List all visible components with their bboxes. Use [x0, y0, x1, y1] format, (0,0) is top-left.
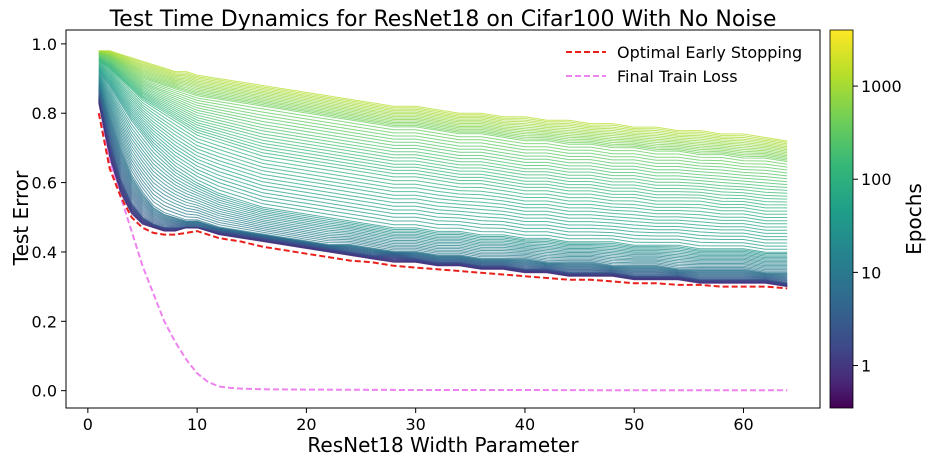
epoch-curve [98, 52, 788, 155]
y-axis-label: Test Error [9, 170, 33, 266]
series-line-optimal-early-stopping [97, 113, 788, 290]
epoch-curve [98, 71, 788, 253]
epoch-curve [98, 56, 788, 183]
colorbar-tick-label: 10 [861, 263, 881, 282]
epoch-curve [98, 78, 788, 264]
epoch-curve [98, 76, 788, 261]
epoch-curve [98, 51, 788, 151]
epoch-curve [98, 75, 788, 260]
epoch-curve [98, 53, 788, 158]
epoch-curve [98, 60, 788, 203]
epoch-curve [98, 52, 788, 154]
epoch-curve [98, 82, 788, 269]
epoch-curve [98, 60, 788, 206]
chart-title: Test Time Dynamics for ResNet18 on Cifar… [109, 7, 777, 32]
legend-label-optimal-early-stopping: Optimal Early Stopping [617, 43, 802, 62]
x-axis-ticks: 0 10 20 30 40 50 60 [83, 408, 754, 434]
epoch-curve [98, 61, 788, 212]
x-tick-label: 20 [296, 415, 316, 434]
epoch-curve [98, 54, 788, 168]
epoch-curve [98, 81, 788, 268]
series-layer [97, 112, 788, 392]
x-tick-label: 60 [733, 415, 753, 434]
y-tick-label: 0.4 [32, 243, 57, 262]
epoch-curve [98, 50, 788, 143]
epoch-curve [98, 58, 788, 191]
epoch-curve [98, 55, 788, 174]
epoch-curve [98, 62, 788, 215]
epoch-curve [98, 54, 788, 165]
x-tick-label: 50 [624, 415, 644, 434]
epoch-curve [98, 53, 788, 163]
colorbar-gradient [829, 29, 854, 409]
epoch-curve [98, 52, 788, 157]
epoch-curve [98, 67, 788, 238]
plot-frame [65, 29, 821, 409]
epoch-curve [98, 56, 788, 180]
epoch-curve [98, 55, 788, 177]
epoch-curve [98, 102, 788, 288]
epoch-curve [98, 50, 788, 145]
epoch-curve [98, 65, 788, 228]
colorbar-tick-label: 1000 [861, 77, 902, 96]
epoch-curve [98, 57, 788, 188]
epoch-curve [98, 84, 788, 272]
epoch-curve [98, 69, 788, 247]
epoch-curve [98, 74, 788, 257]
epoch-curve [98, 53, 788, 161]
epoch-curve [98, 64, 788, 222]
epoch-curve [98, 69, 788, 244]
colorbar-tick-label: 1 [861, 357, 871, 376]
epoch-curve [98, 52, 788, 152]
x-tick-label: 0 [83, 415, 93, 434]
y-tick-label: 0.2 [32, 312, 57, 331]
y-tick-label: 0.8 [32, 104, 57, 123]
epoch-curve [98, 57, 788, 186]
epoch-curve [98, 51, 788, 146]
epoch-curve [98, 53, 788, 160]
epoch-curve [98, 73, 788, 256]
legend-label-final-train-loss: Final Train Loss [617, 67, 738, 86]
y-tick-label: 0.0 [32, 382, 57, 401]
epoch-curve [98, 83, 788, 271]
epoch-curve [98, 61, 788, 209]
epoch-curve [98, 58, 788, 194]
epoch-curve [98, 55, 788, 171]
epoch-curve [98, 80, 788, 267]
colorbar-tick-label: 100 [861, 170, 892, 189]
plot-area [65, 29, 821, 409]
x-tick-label: 30 [406, 415, 426, 434]
epoch-curve [98, 68, 788, 241]
y-tick-label: 0.6 [32, 174, 57, 193]
epoch-curve [98, 85, 788, 273]
series-line-final-train-loss [97, 112, 788, 392]
colorbar: 1 10 100 1000 Epochs [829, 29, 926, 409]
epoch-curve [98, 63, 788, 218]
x-axis-label: ResNet18 Width Parameter [307, 433, 579, 457]
epoch-curve [98, 64, 788, 225]
epoch-curve [98, 75, 788, 259]
epoch-curve [98, 77, 788, 263]
epoch-curve [98, 59, 788, 197]
epoch-curve [98, 50, 788, 142]
colorbar-ticks: 1 10 100 1000 [853, 77, 902, 376]
epoch-curve [98, 72, 788, 254]
epoch-curve [98, 59, 788, 200]
epoch-curve [98, 51, 788, 149]
epoch-curve [98, 70, 788, 250]
y-tick-label: 1.0 [32, 35, 57, 54]
epoch-curve [98, 79, 788, 265]
y-axis-ticks: 0.0 0.2 0.4 0.6 0.8 1.0 [32, 35, 66, 401]
epoch-curve [98, 51, 788, 148]
x-tick-label: 10 [187, 415, 207, 434]
x-tick-label: 40 [515, 415, 535, 434]
epoch-curve [98, 66, 788, 234]
epoch-curve [98, 66, 788, 231]
epoch-curves [98, 50, 788, 288]
colorbar-label: Epochs [902, 183, 926, 255]
legend: Optimal Early Stopping Final Train Loss [566, 43, 802, 86]
